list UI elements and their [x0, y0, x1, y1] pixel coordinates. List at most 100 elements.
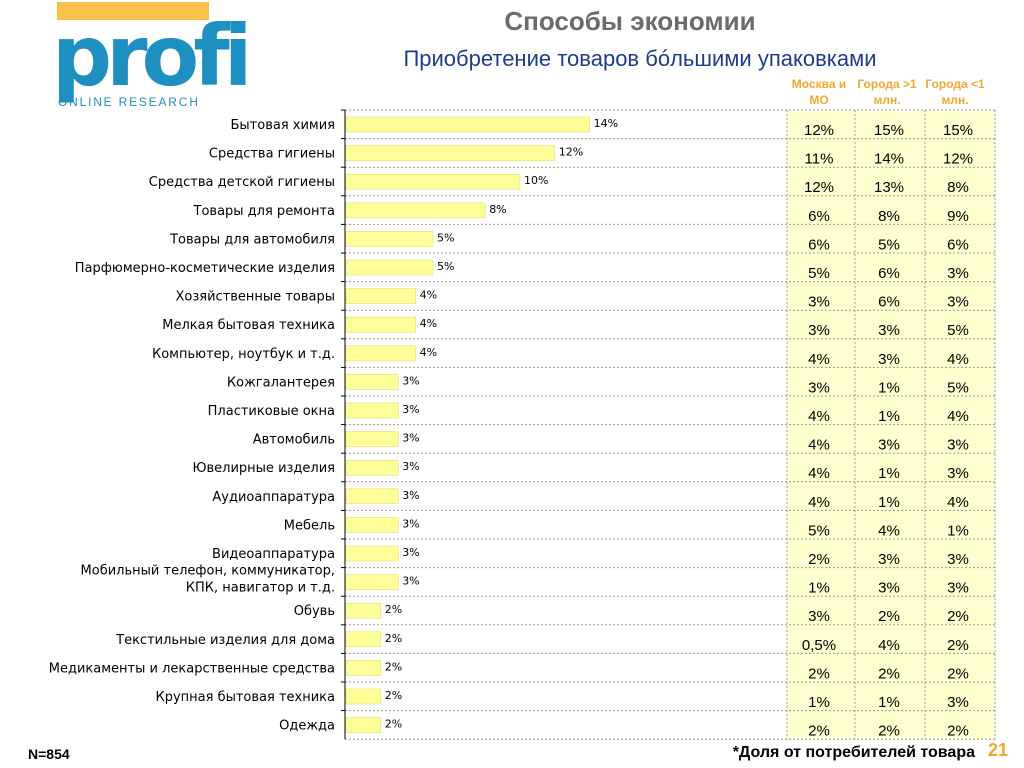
- table-cell: 3%: [808, 322, 830, 339]
- table-cell: 3%: [808, 608, 830, 625]
- table-cell: 4%: [808, 351, 830, 368]
- table-cell: 13%: [874, 179, 904, 196]
- bar: [345, 660, 382, 676]
- table-cell: 11%: [805, 151, 834, 168]
- table-cell: 4%: [808, 437, 830, 454]
- table-cell: 15%: [943, 122, 973, 139]
- category-label: Обувь: [294, 604, 335, 619]
- table-cell: 3%: [947, 465, 969, 482]
- table-cell: 3%: [878, 437, 900, 454]
- logo-tagline: ONLINE RESEARCH: [58, 95, 200, 109]
- bar-value-label: 4%: [420, 317, 437, 330]
- bar: [345, 431, 399, 447]
- bar: [345, 459, 399, 476]
- bar-value-label: 2%: [385, 660, 402, 673]
- table-cell: 1%: [808, 694, 830, 711]
- bar: [345, 202, 486, 219]
- category-label: Товары для автомобиля: [169, 232, 335, 247]
- category-label: Текстильные изделия для дома: [115, 633, 335, 648]
- table-cell: 14%: [874, 151, 904, 168]
- table-cell: 15%: [874, 122, 904, 139]
- table-cell: 4%: [878, 522, 900, 539]
- table-cell: 4%: [947, 408, 969, 425]
- table-cell: 2%: [878, 723, 900, 740]
- column-header-moscow: Москва и МО: [791, 77, 847, 107]
- table-cell: 4%: [808, 465, 830, 482]
- sample-size: N=854: [28, 746, 70, 762]
- bar: [345, 545, 399, 562]
- bar: [345, 231, 434, 247]
- table-cell: 3%: [878, 322, 900, 339]
- bar-value-label: 3%: [402, 489, 419, 502]
- bar-value-label: 2%: [385, 689, 402, 702]
- table-cell: 8%: [878, 208, 900, 225]
- table-cell: 0,5%: [802, 637, 836, 654]
- category-label: Одежда: [279, 719, 335, 734]
- table-cell: 5%: [947, 322, 969, 339]
- table-cell: 3%: [947, 694, 969, 711]
- table-cell: 3%: [947, 294, 969, 311]
- bar: [345, 288, 416, 304]
- table-cell: 2%: [878, 665, 900, 682]
- category-label: Средства гигиены: [209, 147, 335, 162]
- category-label: Мобильный телефон, коммуникатор,: [81, 564, 335, 579]
- bar: [345, 488, 399, 505]
- bar: [345, 259, 434, 276]
- category-label: Компьютер, ноутбук и т.д.: [152, 347, 335, 362]
- bar: [345, 602, 382, 619]
- table-cell: 3%: [947, 551, 969, 568]
- table-cell: 2%: [947, 608, 969, 625]
- table-cell: 4%: [878, 637, 900, 654]
- column-header-big-cities: Города >1 млн.: [857, 77, 917, 107]
- table-cell: 3%: [878, 580, 900, 597]
- table-cell: 1%: [878, 465, 900, 482]
- bar: [345, 688, 382, 705]
- table-cell: 5%: [947, 379, 969, 396]
- bar-value-label: 2%: [385, 632, 402, 645]
- bar-value-label: 5%: [437, 260, 454, 273]
- table-cell: 3%: [947, 580, 969, 597]
- bar-value-label: 10%: [524, 174, 548, 187]
- table-cell: 3%: [947, 265, 969, 282]
- table-cell: 4%: [947, 494, 969, 511]
- logo: profi: [52, 7, 253, 105]
- table-cell: 1%: [878, 379, 900, 396]
- table-cell: 2%: [808, 723, 830, 740]
- category-label: Пластиковые окна: [208, 404, 335, 419]
- bar-value-label: 3%: [402, 517, 419, 530]
- footnote: *Доля от потребителей товара: [732, 744, 975, 761]
- bar: [345, 374, 399, 390]
- table-cell: 6%: [947, 236, 969, 253]
- table-cell: 12%: [943, 151, 973, 168]
- logo-accent-bar: [57, 2, 209, 20]
- table-cell: 1%: [878, 494, 900, 511]
- bar-value-label: 2%: [385, 718, 402, 731]
- table-cell: 1%: [878, 694, 900, 711]
- bar-value-label: 14%: [594, 117, 618, 130]
- category-label: Медикаменты и лекарственные средства: [49, 661, 335, 676]
- category-label: Ювелирные изделия: [192, 461, 335, 476]
- table-cell: 2%: [808, 665, 830, 682]
- table-cell: 2%: [947, 723, 969, 740]
- bar-value-label: 3%: [402, 575, 419, 588]
- category-label: Аудиоаппаратура: [212, 490, 335, 505]
- bar-value-label: 8%: [489, 203, 506, 216]
- bar-value-label: 12%: [559, 146, 583, 159]
- bar-value-label: 3%: [402, 403, 419, 416]
- table-cell: 5%: [808, 265, 830, 282]
- category-label: Хозяйственные товары: [176, 290, 336, 305]
- table-cell: 2%: [947, 665, 969, 682]
- category-label: Товары для ремонта: [193, 204, 335, 219]
- table-cell: 3%: [808, 294, 830, 311]
- table-cell: 2%: [808, 551, 830, 568]
- bar: [345, 116, 590, 133]
- table-cell: 8%: [947, 179, 969, 196]
- table-cell: 1%: [808, 580, 830, 597]
- bar-value-label: 2%: [385, 603, 402, 616]
- bar-value-label: 3%: [402, 432, 419, 445]
- table-cell: 5%: [878, 236, 900, 253]
- page-subtitle: Приобретение товаров бóльшими упаковками: [403, 46, 877, 71]
- page-number: 21: [988, 740, 1009, 760]
- table-cell: 2%: [947, 637, 969, 654]
